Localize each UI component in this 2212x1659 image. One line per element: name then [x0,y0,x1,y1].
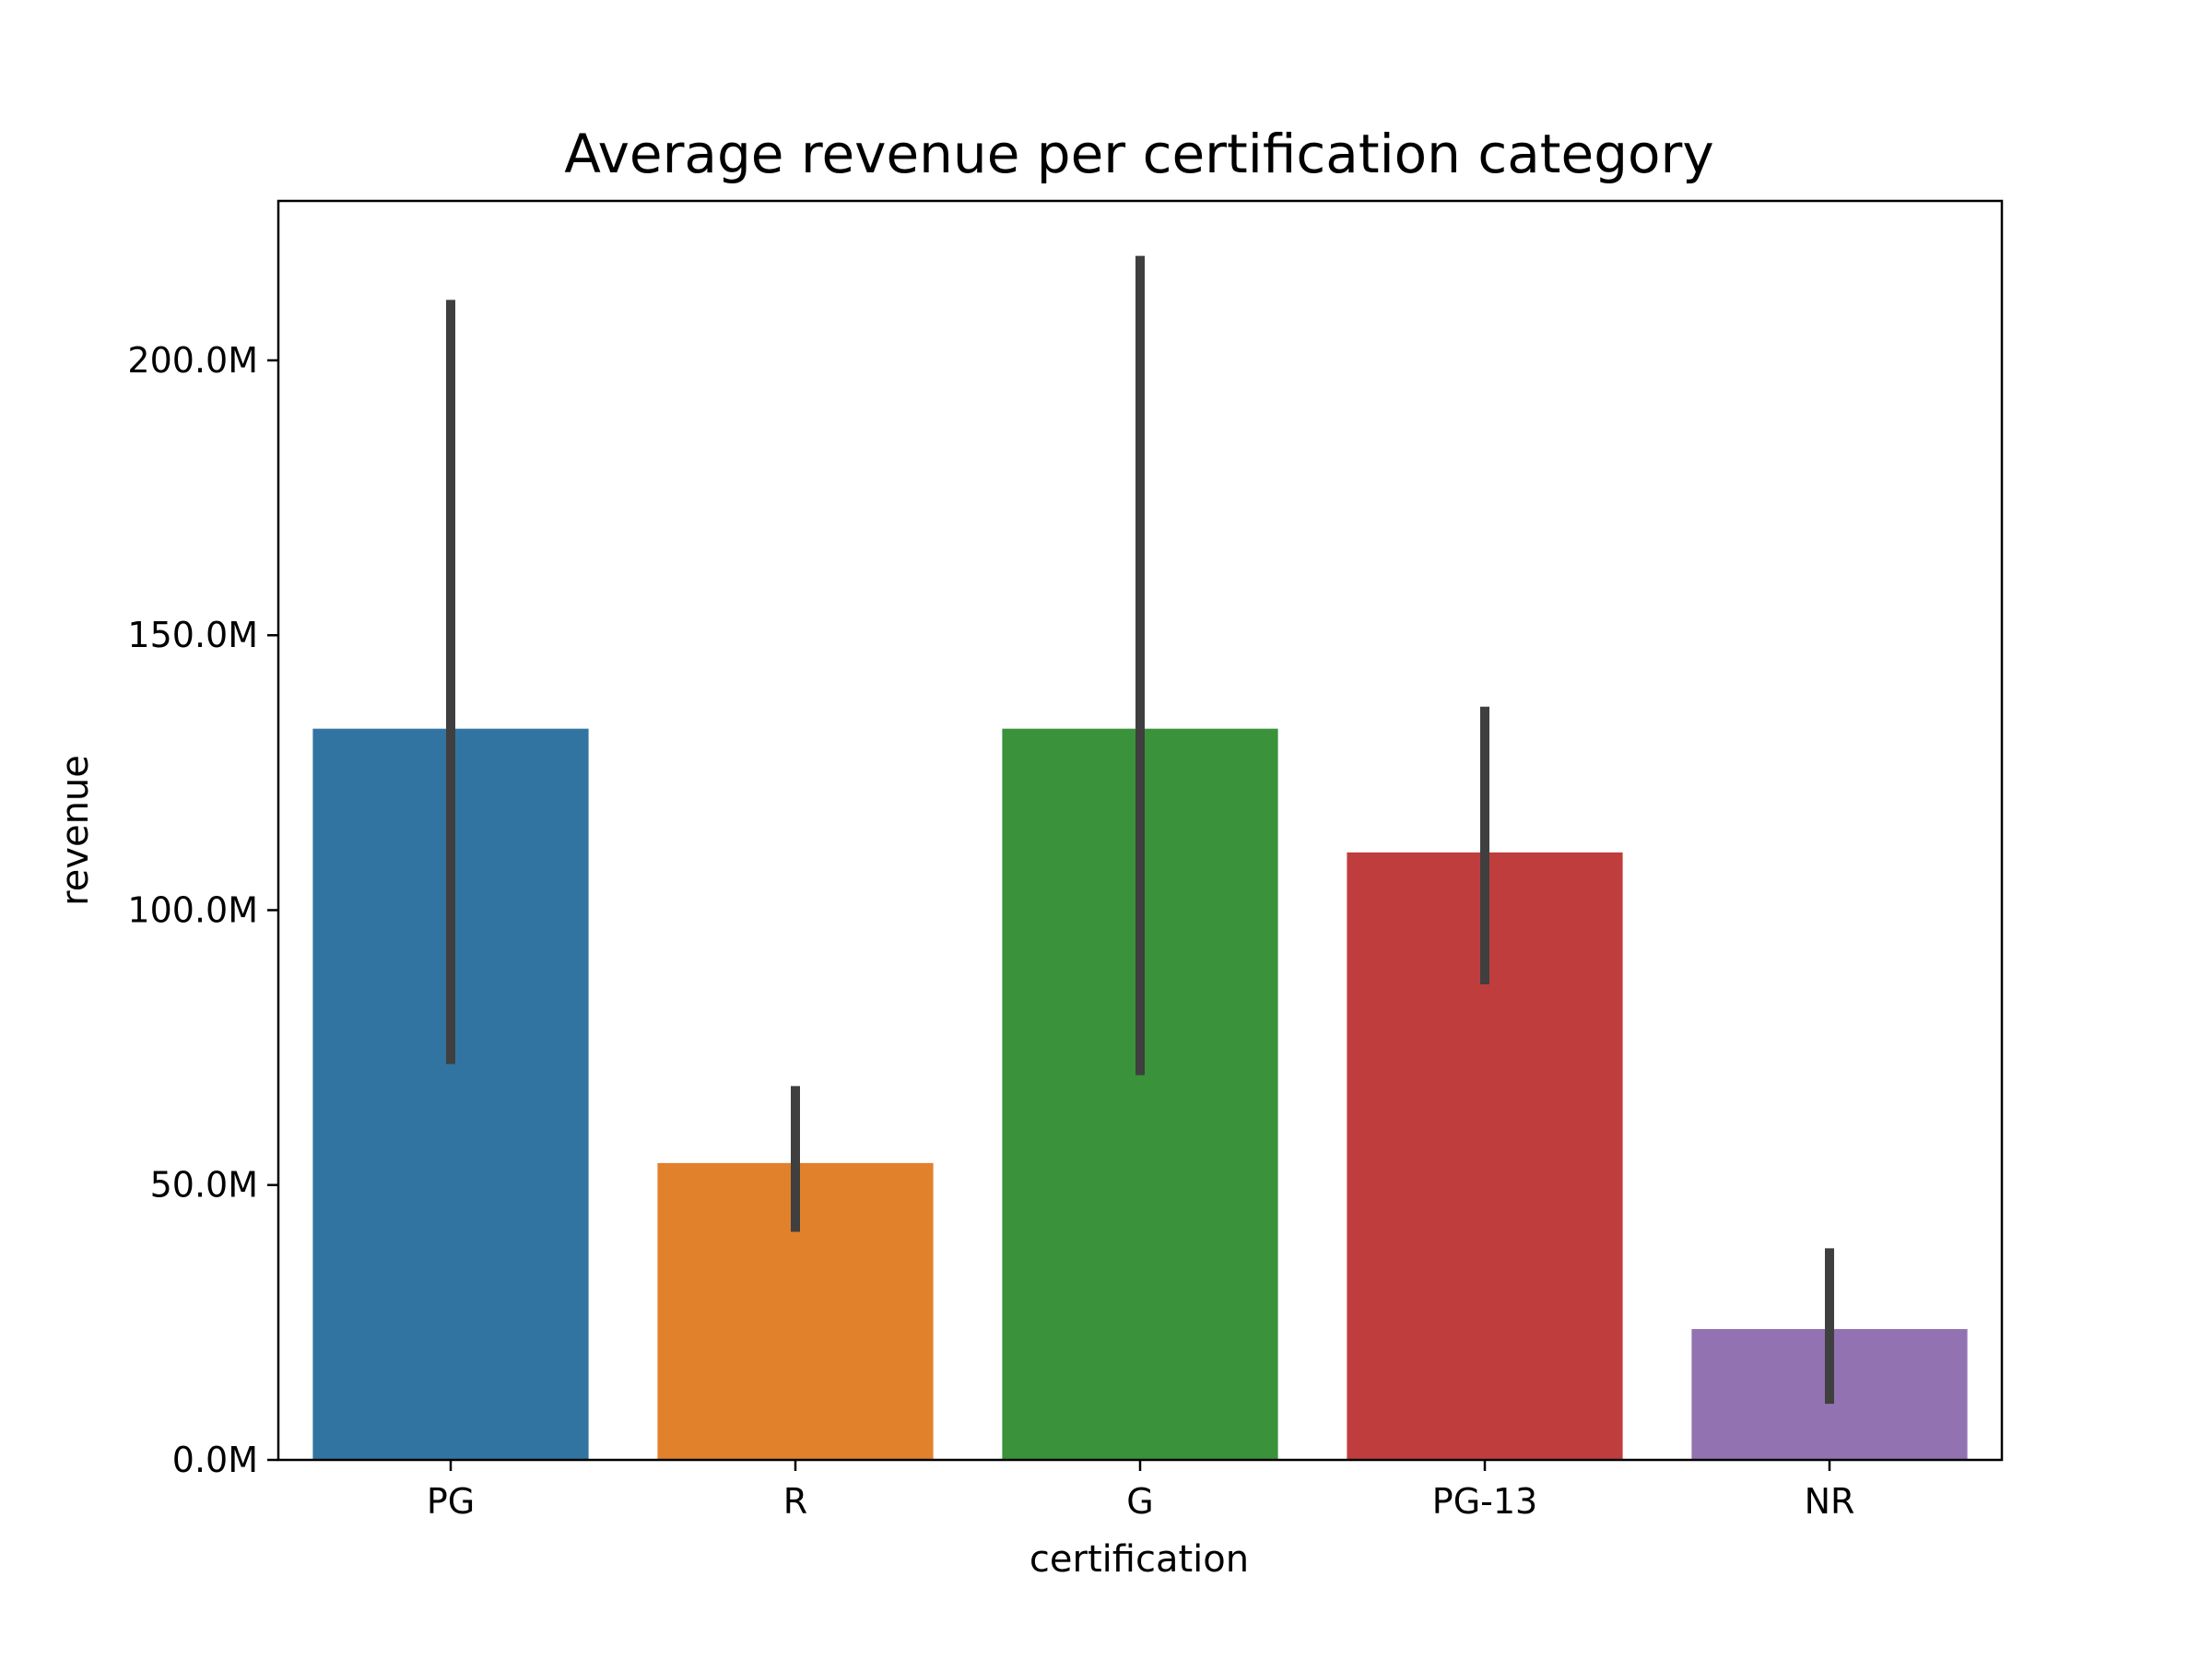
y-tick-label: 50.0M [150,1165,258,1206]
y-tick-label: 150.0M [127,615,258,655]
y-tick-label: 200.0M [127,340,258,381]
x-tick-label-nr: NR [1805,1481,1855,1522]
plot-frame [276,199,2004,1462]
y-axis-label: revenue [54,755,97,906]
chart-title: Average revenue per certification catego… [564,123,1713,185]
x-tick-label-g: G [1126,1481,1153,1522]
y-axis: 0.0M 50.0M 100.0M 150.0M 200.0M [127,340,278,1480]
y-tick-label: 100.0M [127,889,258,930]
x-tick-label-pg: PG [427,1481,475,1522]
y-tick-label: 0.0M [172,1440,258,1480]
x-tick-label-r: R [783,1481,807,1522]
x-axis-label: certification [1030,1538,1249,1581]
error-bars-group [446,255,1834,1405]
x-axis: PG R G PG-13 NR [427,1460,1855,1522]
x-tick-label-pg-13: PG-13 [1432,1481,1537,1522]
